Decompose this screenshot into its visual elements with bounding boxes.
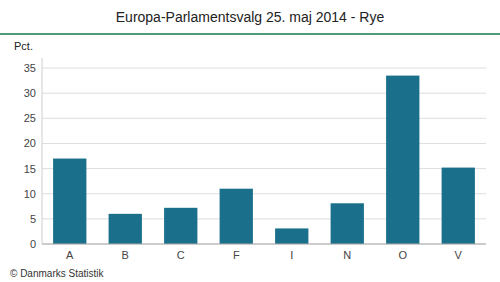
bar — [164, 208, 197, 244]
y-tick-label: 35 — [24, 62, 36, 74]
bar — [53, 159, 86, 244]
bar — [275, 228, 308, 244]
y-tick-label: 10 — [24, 188, 36, 200]
y-tick-label: 25 — [24, 112, 36, 124]
x-tick-label: I — [290, 249, 293, 261]
y-tick-label: 0 — [30, 238, 36, 250]
bar — [109, 214, 142, 244]
x-tick-label: N — [343, 249, 351, 261]
title-rule — [0, 33, 500, 35]
x-tick-label: C — [177, 249, 185, 261]
y-tick-label: 5 — [30, 213, 36, 225]
grid — [42, 68, 486, 244]
x-tick-label: F — [233, 249, 240, 261]
x-axis-line — [42, 244, 486, 245]
grid-line — [42, 244, 486, 245]
footer: © Danmarks Statistik — [10, 268, 105, 279]
chart-container: Europa-Parlamentsvalg 25. maj 2014 - Rye… — [0, 0, 500, 282]
y-tick-label: 30 — [24, 87, 36, 99]
y-axis-label: Pct. — [14, 40, 33, 52]
x-tick-label: B — [122, 249, 129, 261]
grid-line — [42, 68, 486, 69]
chart-svg: Europa-Parlamentsvalg 25. maj 2014 - Rye… — [0, 0, 500, 282]
bar — [220, 189, 253, 244]
title: Europa-Parlamentsvalg 25. maj 2014 - Rye — [116, 9, 385, 25]
x-tick-label: O — [398, 249, 407, 261]
x-tick-label: A — [66, 249, 74, 261]
y-axis-line — [42, 58, 43, 244]
y-tick-label: 15 — [24, 163, 36, 175]
y-tick-label: 20 — [24, 137, 36, 149]
bar — [386, 76, 419, 244]
bars — [53, 76, 475, 244]
bar — [331, 203, 364, 244]
bar — [442, 168, 475, 244]
x-tick-label: V — [455, 249, 463, 261]
